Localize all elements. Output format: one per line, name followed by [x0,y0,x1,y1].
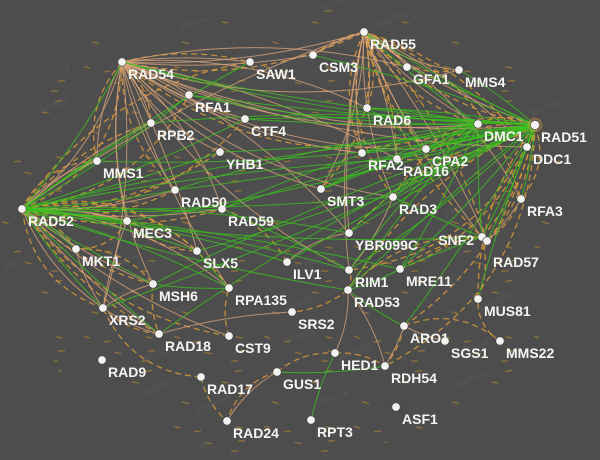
svg-text:RFA3: RFA3 [527,203,563,219]
svg-text:MKT1: MKT1 [82,253,120,269]
svg-text:ILV1: ILV1 [293,266,322,282]
svg-text:GUS1: GUS1 [283,376,321,392]
svg-text:GFA1: GFA1 [413,71,450,87]
svg-text:CTF4: CTF4 [251,123,286,139]
svg-text:RPB2: RPB2 [157,127,195,143]
svg-text:MRE11: MRE11 [406,273,452,289]
svg-text:CSM3: CSM3 [319,59,358,75]
svg-text:CPA2: CPA2 [432,153,469,169]
svg-text:RIM1: RIM1 [355,274,389,290]
svg-text:RDH54: RDH54 [391,370,437,386]
svg-text:SMT3: SMT3 [327,193,365,209]
svg-text:RAD3: RAD3 [399,201,437,217]
svg-text:MUS81: MUS81 [484,303,531,319]
svg-text:RPT3: RPT3 [317,424,353,440]
svg-text:RFA1: RFA1 [195,99,231,115]
svg-text:RAD17: RAD17 [207,381,253,397]
svg-text:YHB1: YHB1 [226,156,264,172]
svg-text:RFA2: RFA2 [368,157,404,173]
svg-text:DDC1: DDC1 [533,151,571,167]
svg-text:SNF2: SNF2 [438,232,474,248]
svg-text:RAD6: RAD6 [373,112,411,128]
svg-text:ARO1: ARO1 [410,330,449,346]
svg-text:MMS22: MMS22 [506,345,554,361]
svg-text:RAD54: RAD54 [128,66,174,82]
svg-text:RAD57: RAD57 [493,254,539,270]
svg-text:MEC3: MEC3 [133,225,172,241]
svg-text:RAD9: RAD9 [108,364,146,380]
svg-text:MMS1: MMS1 [103,165,144,181]
svg-text:SRS2: SRS2 [298,316,335,332]
svg-text:DMC1: DMC1 [484,128,524,144]
svg-text:MSH6: MSH6 [159,288,198,304]
svg-text:XRS2: XRS2 [109,312,146,328]
svg-text:RAD53: RAD53 [354,294,400,310]
svg-text:MMS4: MMS4 [465,74,506,90]
svg-text:SAW1: SAW1 [256,66,296,82]
svg-text:RAD18: RAD18 [165,338,211,354]
svg-text:YBR099C: YBR099C [355,237,418,253]
svg-text:RPA135: RPA135 [235,292,287,308]
svg-text:ASF1: ASF1 [402,411,438,427]
svg-text:RAD24: RAD24 [233,425,279,441]
svg-text:CST9: CST9 [235,340,271,356]
svg-text:RAD50: RAD50 [181,194,227,210]
svg-text:SGS1: SGS1 [451,345,489,361]
svg-text:RAD55: RAD55 [370,36,416,52]
svg-text:SLX5: SLX5 [203,255,238,271]
svg-text:RAD52: RAD52 [28,213,74,229]
svg-text:RAD59: RAD59 [228,213,274,229]
svg-text:RAD51: RAD51 [541,129,587,145]
svg-text:HED1: HED1 [341,357,379,373]
